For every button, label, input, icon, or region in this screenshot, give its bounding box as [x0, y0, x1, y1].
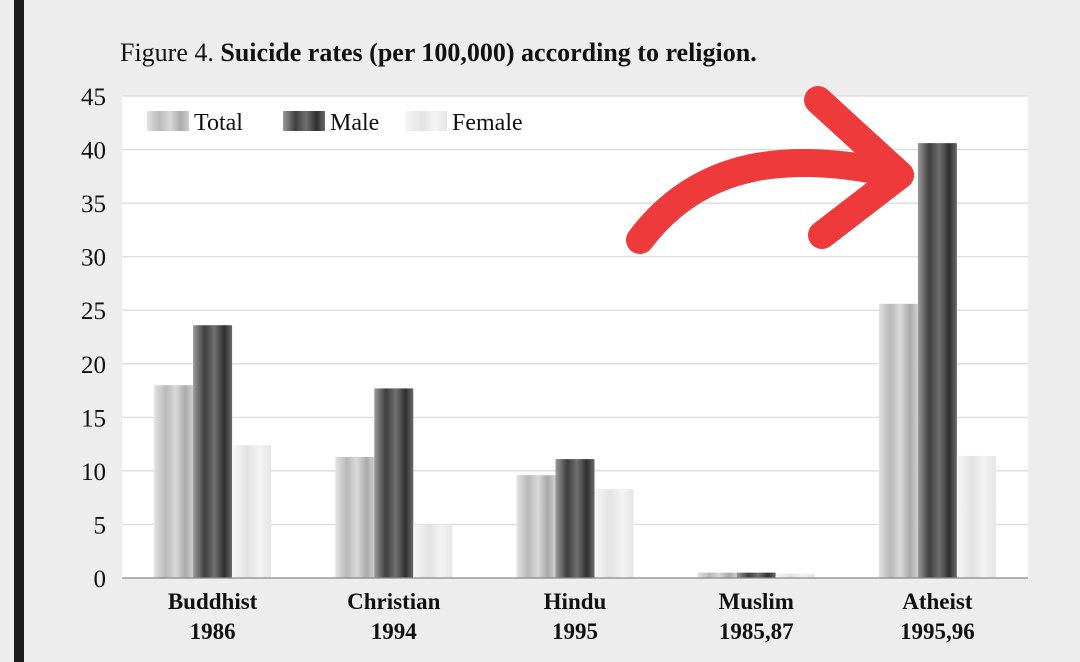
y-tick-label: 5: [94, 512, 107, 539]
bar-muslim-female: [775, 573, 815, 578]
y-tick-label: 30: [81, 245, 106, 272]
bar-hindu-total: [516, 475, 556, 578]
legend-label-total: Total: [194, 110, 243, 136]
x-category-label: Muslim: [719, 589, 794, 614]
y-tick-label: 40: [81, 138, 106, 165]
bar-buddhist-total: [154, 385, 194, 578]
left-edge-bar: [14, 0, 24, 662]
y-tick-label: 0: [94, 566, 107, 593]
red-hand-drawn-arrow-icon: [626, 86, 914, 254]
y-tick-label: 25: [81, 298, 106, 325]
legend-label-female: Female: [452, 110, 523, 136]
x-axis: Buddhist 1986 Christian 1994 Hindu 1995 Muslim…: [168, 589, 975, 644]
bar-christian-total: [335, 456, 375, 578]
x-category-year: 1995,96: [900, 619, 975, 644]
bar-muslim-total: [697, 572, 737, 578]
legend-swatch-male: [283, 111, 325, 131]
y-tick-label: 35: [81, 191, 106, 218]
y-axis: 0 5 10 15 20 25 30 35 40 45: [81, 84, 106, 593]
x-category-label: Christian: [347, 589, 441, 614]
legend-swatch-female: [405, 111, 447, 131]
bar-atheist-total: [878, 303, 918, 578]
chart-title: Figure 4. Suicide rates (per 100,000) ac…: [120, 38, 757, 68]
legend: Total Male Female: [147, 110, 523, 136]
bar-christian-male: [374, 388, 414, 578]
y-tick-label: 45: [81, 84, 106, 111]
x-category-label: Hindu: [544, 589, 607, 614]
y-tick-label: 15: [81, 405, 106, 432]
gridlines: [122, 95, 1028, 526]
x-category-year: 1994: [371, 619, 418, 644]
figure-number: Figure 4.: [120, 38, 214, 67]
bar-hindu-female: [594, 489, 634, 578]
x-category-year: 1995: [552, 619, 598, 644]
legend-swatch-total: [147, 111, 189, 131]
bar-atheist-male: [917, 143, 957, 578]
x-category-year: 1985,87: [719, 619, 794, 644]
legend-label-male: Male: [330, 110, 379, 136]
y-tick-label: 20: [81, 352, 106, 379]
bar-buddhist-female: [232, 445, 272, 578]
bars: [154, 143, 996, 578]
bar-christian-female: [413, 524, 453, 578]
x-category-year: 1986: [190, 619, 236, 644]
x-category-label: Buddhist: [168, 589, 258, 614]
y-tick-label: 10: [81, 459, 106, 486]
chart-title-text: Suicide rates (per 100,000) according to…: [220, 38, 757, 67]
bar-muslim-male: [736, 572, 776, 578]
x-category-label: Atheist: [902, 589, 973, 614]
bar-buddhist-male: [193, 325, 233, 578]
bar-hindu-male: [555, 459, 595, 578]
bar-atheist-female: [956, 455, 996, 578]
